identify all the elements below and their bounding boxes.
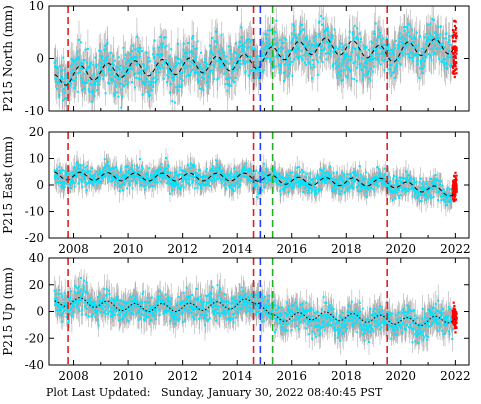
model-fit-line	[54, 37, 456, 86]
x-tick-label: 2012	[167, 242, 198, 256]
panel-3: -40 -20 0 20 40 2008 2010 2012 2014 2016 2018 2020 2…	[1, 251, 471, 383]
x-tick-label: 2020	[386, 369, 417, 383]
x-tick-label: 2010	[113, 369, 144, 383]
series-recent-positions	[451, 301, 458, 334]
x-tick-label: 2016	[276, 369, 307, 383]
series-recent-positions	[451, 171, 458, 203]
y-axis-label: P215 East (mm)	[1, 136, 15, 234]
series-daily-positions	[53, 6, 454, 111]
last-updated-label: Plot Last Updated:	[46, 386, 151, 399]
y-tick-label: 0	[36, 305, 44, 319]
y-tick-label: 20	[29, 125, 44, 139]
recent-data-points	[451, 19, 458, 79]
model-fit-line	[54, 171, 456, 197]
y-tick-label: 0	[36, 178, 44, 192]
x-tick-label: 2014	[222, 242, 253, 256]
gps-time-series-plot: -10 0 10 P215 North (mm) -20 -10 0 10 20 2008 2010…	[1, 0, 471, 383]
x-tick-label: 2008	[58, 242, 89, 256]
y-tick-label: 20	[29, 278, 44, 292]
last-updated-value: Sunday, January 30, 2022 08:40:45 PST	[160, 386, 383, 399]
series-recent-positions	[451, 19, 458, 79]
data-points	[53, 15, 454, 109]
y-tick-label: -40	[25, 358, 44, 372]
y-tick-label: 10	[29, 152, 44, 166]
plot-footer: Plot Last Updated: Sunday, January 30, 2…	[46, 386, 382, 399]
model-fit-line	[54, 297, 456, 326]
x-tick-label: 2022	[440, 369, 471, 383]
panel-1: -10 0 10 P215 North (mm)	[1, 0, 470, 118]
y-tick-label: -10	[25, 205, 44, 219]
y-tick-label: 10	[29, 0, 44, 13]
x-tick-label: 2014	[222, 369, 253, 383]
x-tick-label: 2012	[167, 369, 198, 383]
data-points	[53, 277, 454, 344]
y-tick-label: -20	[25, 231, 44, 245]
x-tick-label: 2016	[276, 242, 307, 256]
y-axis-label: P215 North (mm)	[1, 5, 15, 112]
x-tick-label: 2008	[58, 369, 89, 383]
panel-2: -20 -10 0 10 20 2008 2010 2012 2014 2016 2018 2020 2…	[1, 125, 471, 256]
panel-data-layer	[53, 269, 458, 355]
x-tick-label: 2022	[440, 242, 471, 256]
y-tick-label: 0	[36, 52, 44, 66]
series-daily-positions	[53, 269, 454, 355]
x-tick-label: 2010	[113, 242, 144, 256]
y-tick-label: -20	[25, 331, 44, 345]
x-tick-label: 2018	[331, 369, 362, 383]
y-tick-label: -10	[25, 104, 44, 118]
panel-data-layer	[53, 6, 458, 111]
panel-data-layer	[53, 148, 458, 217]
x-tick-label: 2018	[331, 242, 362, 256]
y-axis-label: P215 Up (mm)	[1, 267, 15, 356]
recent-data-points	[451, 171, 458, 203]
y-tick-label: 40	[29, 251, 44, 265]
x-tick-label: 2020	[386, 242, 417, 256]
recent-data-points	[451, 301, 458, 334]
